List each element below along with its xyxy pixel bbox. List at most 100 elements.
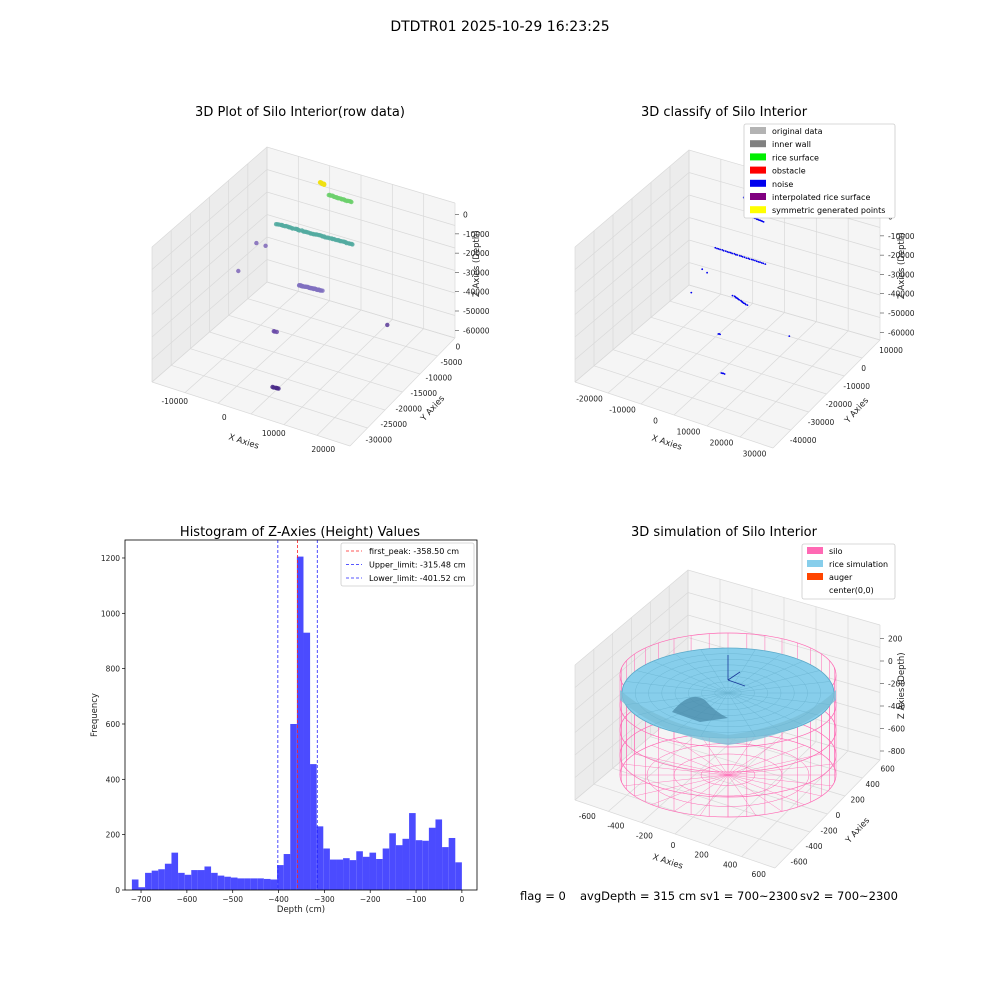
histogram-bar — [402, 838, 410, 890]
histogram-bar — [435, 819, 443, 890]
histogram-bar — [164, 863, 172, 890]
histogram-bar — [217, 875, 225, 890]
histogram-bar — [310, 764, 317, 890]
legend-label: center(0,0) — [829, 586, 874, 595]
noise-point — [740, 255, 743, 257]
y-tick-label: 0 — [456, 343, 461, 352]
gridline — [349, 337, 456, 447]
z-tick-label: -800 — [888, 747, 905, 756]
z-tick-label: -30000 — [888, 270, 915, 279]
rice-mesh — [727, 692, 820, 716]
histogram-bar — [376, 859, 383, 890]
y-tick-label: 200 — [851, 796, 866, 805]
figure-suptitle: DTDTR01 2025-10-29 16:23:25 — [390, 19, 609, 35]
legend-label: Lower_limit: -401.52 cm — [369, 574, 466, 583]
auger-axis — [727, 679, 746, 687]
panel-title: 3D Plot of Silo Interior(row data) — [195, 105, 405, 120]
noise-point — [760, 262, 763, 264]
y-tick-label: 600 — [881, 765, 896, 774]
data-point — [236, 268, 241, 274]
z-tick-label: -30000 — [463, 268, 490, 277]
x-tick-label: −200 — [360, 895, 381, 904]
noise-point — [719, 248, 721, 251]
silo-ring — [700, 764, 756, 786]
histogram-bar — [290, 723, 297, 890]
legend-swatch — [750, 153, 766, 161]
histogram-bar — [382, 848, 390, 890]
z-axis-label: Z Axies (Depth) — [897, 232, 907, 299]
z-tick-label: -400 — [888, 702, 905, 711]
x-tick-label: 10000 — [677, 428, 701, 437]
legend: original data inner wall rice surface obsta… — [743, 123, 896, 219]
legend-swatch — [750, 206, 766, 214]
y-tick-label: 200 — [106, 831, 121, 840]
histogram-bar — [224, 876, 231, 890]
x-tick-label: -600 — [579, 812, 596, 821]
gridline — [772, 339, 881, 449]
noise-point — [745, 257, 748, 259]
y-tick-label: -10000 — [843, 382, 870, 391]
panel-simulation-3d-plot: 3D simulation of Silo Interior -600 -400 -… — [574, 525, 907, 879]
y-tick-label: 0 — [115, 886, 120, 895]
gridline — [151, 146, 456, 248]
noise-point — [729, 251, 732, 254]
x-tick-label: -20000 — [576, 395, 603, 404]
noise-point — [738, 254, 741, 257]
rice-mesh — [727, 692, 782, 733]
x-tick-label: 20000 — [710, 439, 734, 448]
y-tick-label: 800 — [106, 665, 121, 674]
histogram-bar — [349, 860, 357, 890]
noise-point — [764, 263, 767, 265]
noise-point — [701, 268, 704, 271]
y-tick-label: -25000 — [381, 420, 408, 429]
rice-surface-edge — [620, 690, 836, 745]
x-tick-label: −300 — [314, 895, 335, 904]
z-tick-label: -60000 — [888, 328, 915, 337]
histogram-bar — [204, 866, 212, 890]
y-tick-label: 0 — [836, 811, 841, 820]
panel-title: 3D classify of Silo Interior — [641, 105, 808, 120]
legend-swatch — [807, 573, 823, 580]
histogram-bar — [336, 859, 344, 890]
noise-point — [690, 291, 693, 294]
histogram-bar — [230, 877, 238, 890]
y-tick-label: -20000 — [396, 404, 423, 413]
legend-label: original data — [772, 127, 823, 136]
rice-mesh — [700, 649, 729, 694]
x-tick-label: −700 — [131, 895, 152, 904]
histogram-bar — [389, 833, 396, 890]
histogram-bar — [415, 840, 423, 890]
silo-ring — [673, 753, 783, 797]
x-tick-label: -400 — [607, 822, 624, 831]
histogram-bar — [455, 862, 462, 890]
noise-point — [743, 256, 746, 259]
z-axis-label: Z Axies (Depth) — [472, 230, 482, 297]
noise-point — [746, 304, 749, 306]
noise-point — [750, 258, 753, 261]
noise-point — [723, 373, 726, 375]
legend-label: rice simulation — [829, 560, 888, 569]
legend-label: rice surface — [772, 153, 819, 162]
histogram-bar — [362, 856, 370, 890]
noise-point — [717, 248, 720, 250]
noise-point — [744, 303, 747, 306]
z-tick-label: -600 — [888, 725, 905, 734]
data-point — [276, 386, 281, 391]
status-sv1: sv1 = 700~2300 — [700, 889, 798, 903]
y-tick-label: -30000 — [366, 435, 393, 444]
legend-swatch — [750, 193, 766, 200]
legend: silo rice simulation auger center(0,0) — [801, 543, 896, 600]
gridline — [266, 281, 456, 339]
z-tick-label: -60000 — [463, 326, 490, 335]
histogram-bar — [270, 879, 278, 890]
histogram-bar — [197, 870, 205, 890]
noise-point — [724, 250, 727, 253]
histogram-bar — [131, 879, 139, 890]
data-point — [385, 322, 390, 328]
histogram-bar — [303, 632, 311, 890]
x-tick-label: 0 — [653, 417, 658, 426]
noise-point — [706, 271, 708, 274]
x-axis-label: Depth (cm) — [277, 905, 325, 915]
histogram-bar — [138, 887, 146, 890]
z-tick-label: -10000 — [463, 230, 490, 239]
